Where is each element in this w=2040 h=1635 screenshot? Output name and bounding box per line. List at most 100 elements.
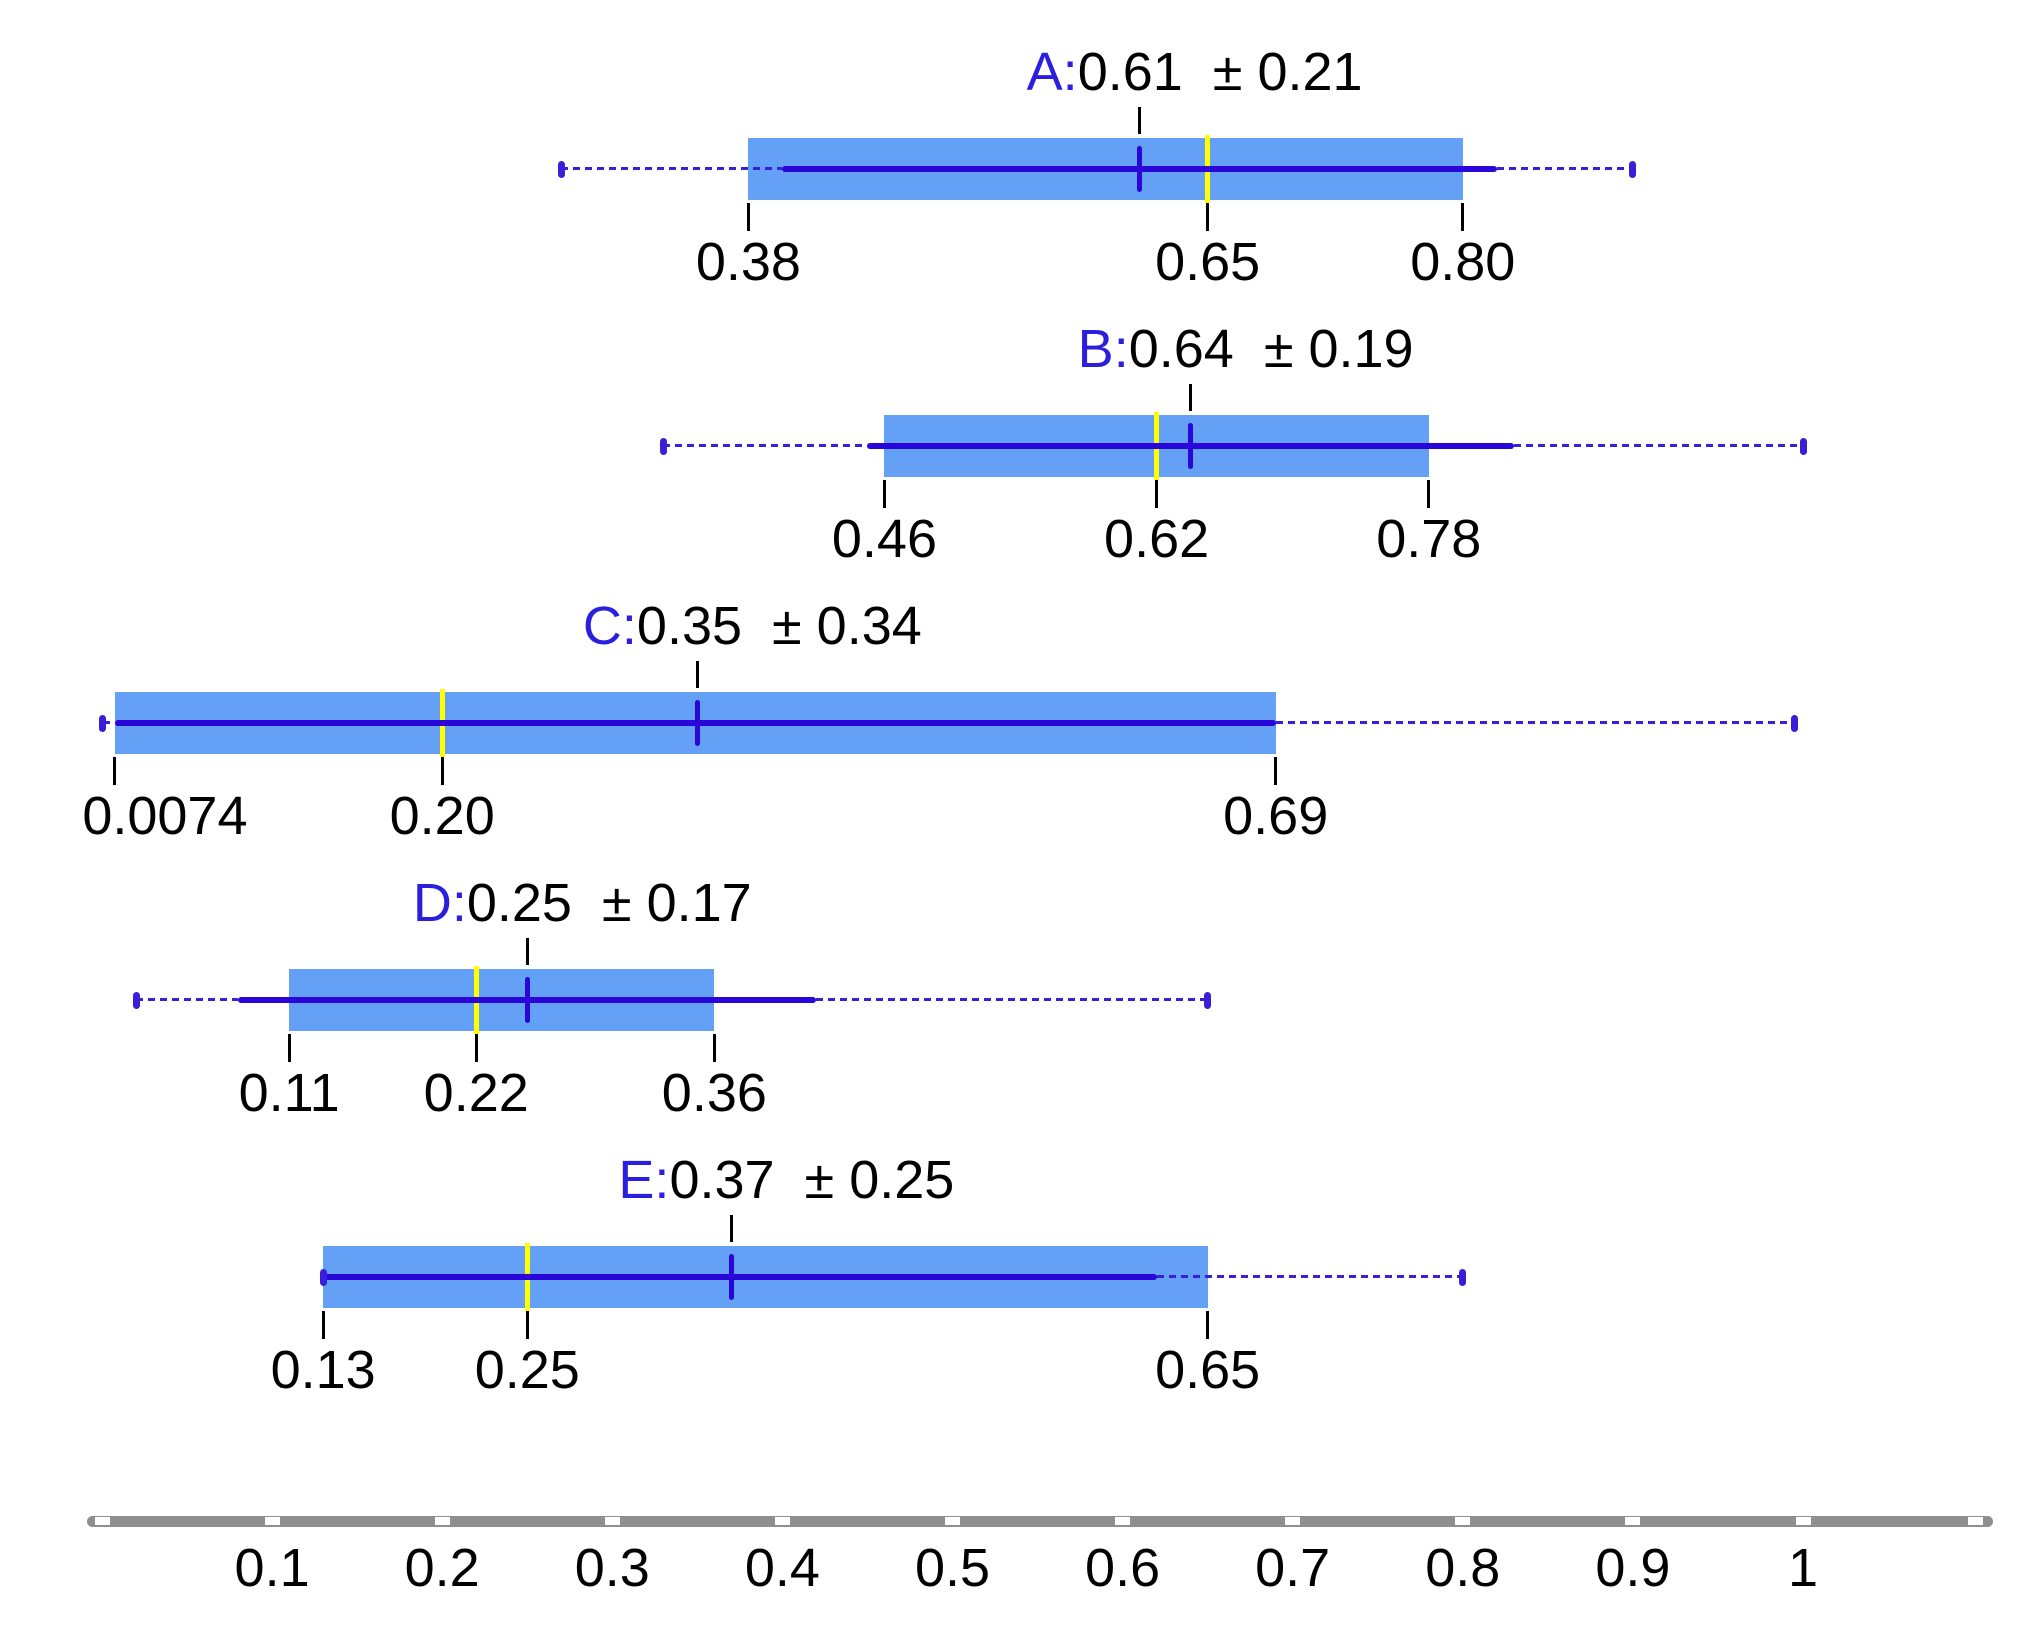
whisker-dashed-right [1275,721,1795,724]
series-std-value: ± 0.17 [601,873,752,933]
series-std-value: ± 0.34 [772,596,922,656]
whisker-dashed-right [816,998,1208,1001]
whisker-dashed-left [561,167,783,170]
tick-mark [474,1034,478,1062]
row-title: A:0.61 ± 0.21 [1027,45,1363,99]
row-title: C:0.35 ± 0.34 [583,599,922,653]
tick-label: 0.80 [1410,232,1516,292]
whisker-cap-right [1790,714,1798,732]
series-letter-label: D: [412,873,467,933]
series-mean-value: 0.25 [466,873,572,933]
x-axis-tick [604,1517,620,1525]
whisker-dashed-right [1156,1275,1463,1278]
whisker-dashed-right [1513,444,1803,447]
x-axis-tick-label: 0.7 [1255,1538,1331,1598]
tick-mark [113,757,117,785]
row-title: E:0.37 ± 0.25 [618,1153,954,1207]
whisker-dashed-left [102,721,115,724]
x-axis-tick-label: 0.4 [744,1538,820,1598]
tick-label: 0.13 [270,1340,376,1400]
x-axis-tick [1285,1517,1301,1525]
x-axis-tick [1795,1517,1811,1525]
x-axis-tick [774,1517,790,1525]
tick-label: 0.22 [423,1063,529,1123]
x-axis-tick-label: 0.8 [1425,1538,1501,1598]
x-axis-tick-label: 1 [1787,1538,1819,1598]
whisker-cap-right [1459,1268,1467,1286]
whisker-cap-left [659,437,667,455]
tick-mark [525,1311,529,1339]
tick-label: 0.11 [238,1063,340,1123]
tick-mark [287,1034,291,1062]
mean-marker [524,977,530,1023]
mean-pointer-line [1189,384,1193,411]
mean-marker [1137,146,1143,192]
x-axis-tick-label: 0.1 [234,1538,310,1598]
row-title: B:0.64 ± 0.19 [1078,322,1414,376]
tick-mark [1461,203,1465,231]
std-range-line [323,1274,1157,1280]
x-axis-tick [945,1517,960,1525]
tick-label: 0.38 [695,232,801,292]
x-axis-end-tick-left [95,1517,110,1525]
series-letter-label: E: [618,1150,670,1210]
tick-mark [882,480,886,508]
series-letter-label: C: [582,596,637,656]
x-axis-line [87,1516,1993,1527]
mean-pointer-line [729,1215,733,1242]
series-mean-value: 0.37 [669,1150,775,1210]
tick-mark [321,1311,325,1339]
whisker-cap-right [1799,437,1807,455]
x-axis-tick [1455,1517,1471,1525]
tick-mark [1155,480,1159,508]
series-mean-value: 0.64 [1128,319,1234,379]
mean-pointer-line [695,661,699,688]
mean-marker [728,1254,734,1300]
tick-label: 0.65 [1155,232,1261,292]
x-axis-tick-label: 0.3 [574,1538,650,1598]
tick-mark [746,203,750,231]
tick-label: 0.78 [1376,509,1482,569]
whisker-dashed-right [1496,167,1633,170]
mean-pointer-line [525,938,529,965]
tick-mark [1206,203,1210,231]
x-axis-tick-label: 0.5 [914,1538,991,1598]
tick-label: 0.69 [1223,786,1329,846]
series-letter-label: A: [1026,42,1078,102]
whisker-cap-right [1629,160,1637,178]
whisker-cap-left [132,991,140,1009]
tick-label: 0.62 [1104,509,1210,569]
x-axis-tick-label: 0.2 [404,1538,480,1598]
tick-label: 0.46 [831,509,938,569]
whisker-cap-right [1204,991,1212,1009]
tick-label: 0.20 [389,786,495,846]
x-axis-tick [434,1517,450,1525]
series-mean-value: 0.35 [636,596,743,656]
whisker-dashed-left [663,444,868,447]
mean-marker [1188,423,1194,469]
series-std-value: ± 0.25 [804,1150,955,1210]
tick-mark [1427,480,1431,508]
series-std-value: ± 0.21 [1212,42,1363,102]
x-axis-tick-label: 0.9 [1595,1538,1671,1598]
series-letter-label: B: [1077,319,1129,379]
tick-mark [440,757,444,785]
tick-label: 0.0074 [82,786,248,846]
x-axis-tick [264,1517,280,1525]
row-title: D:0.25 ± 0.17 [413,876,752,930]
series-std-value: ± 0.19 [1263,319,1414,379]
x-axis-tick [1625,1517,1641,1525]
tick-label: 0.65 [1155,1340,1261,1400]
series-mean-value: 0.61 [1077,42,1183,102]
whisker-cap-left [99,714,107,732]
whisker-dashed-left [136,998,239,1001]
mean-marker [694,700,700,746]
tick-mark [1206,1311,1210,1339]
tick-mark [1274,757,1278,785]
whisker-cap-left [319,1268,327,1286]
whisker-cap-left [557,160,565,178]
tick-label: 0.25 [474,1340,580,1400]
mean-pointer-line [1138,107,1142,134]
